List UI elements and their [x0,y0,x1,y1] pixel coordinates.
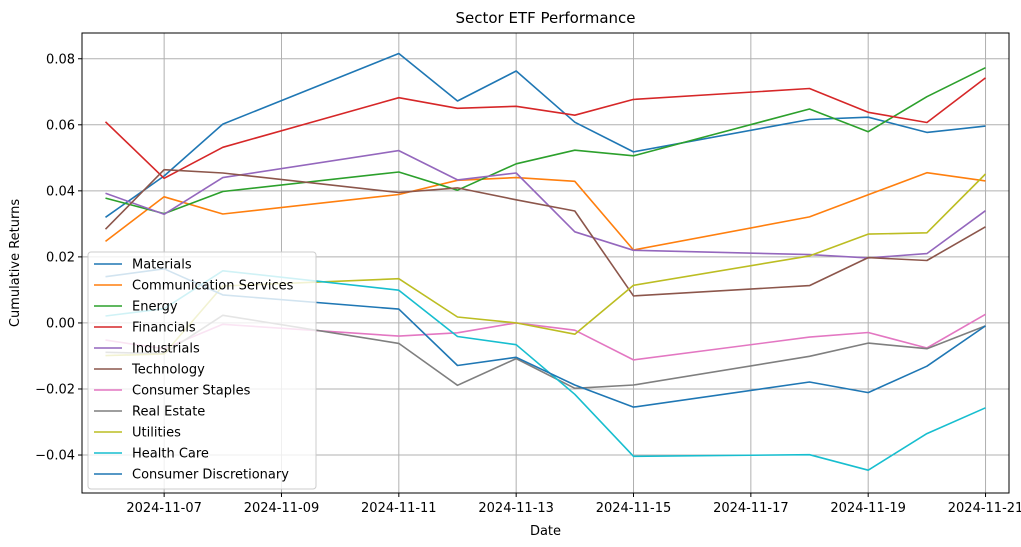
legend-label: Materials [132,258,192,273]
x-tick-label: 2024-11-21 [948,501,1021,516]
legend-label: Communication Services [132,279,294,294]
legend: Materials Communication Services Energy Fin… [87,251,317,490]
legend-label: Industrials [132,342,200,357]
x-tick-label: 2024-11-09 [244,501,320,516]
y-tick-label: 0.06 [46,118,75,133]
legend-label: Energy [132,300,178,315]
legend-label: Health Care [132,447,209,462]
y-axis-label: Cumulative Returns [8,199,23,327]
legend-label: Real Estate [132,405,205,420]
y-tick-label: −0.04 [35,449,75,464]
series-line-materials [105,52,986,218]
x-tick-label: 2024-11-11 [361,501,437,516]
y-tick-label: −0.02 [35,382,75,397]
x-tick-label: 2024-11-07 [126,501,202,516]
y-tick-label: 0.04 [46,184,75,199]
y-tick-label: 0.00 [46,316,75,331]
y-axis-ticks: −0.04 −0.02 0.00 0.02 0.04 0.06 0.08 [35,52,82,464]
plot-frame [81,32,1010,494]
series-line-communication-services [105,171,986,251]
legend-label: Financials [132,321,196,336]
legend-label: Consumer Discretionary [132,468,289,483]
legend-label: Technology [131,363,205,378]
legend-label: Consumer Staples [132,384,251,399]
x-tick-label: 2024-11-19 [830,501,906,516]
legend-label: Utilities [132,426,181,441]
x-tick-label: 2024-11-13 [478,501,554,516]
series-line-technology [104,168,986,297]
series-line-energy [105,66,986,215]
series-line-financials [104,77,986,180]
chart-title: Sector ETF Performance [455,9,635,27]
y-tick-label: 0.02 [46,250,75,265]
legend-box [87,251,317,490]
x-tick-label: 2024-11-15 [596,501,672,516]
x-axis-label: Date [530,524,561,539]
series-line-industrials [105,149,986,259]
x-tick-label: 2024-11-17 [713,501,789,516]
y-tick-label: 0.08 [46,52,75,67]
x-axis-ticks: 2024-11-07 2024-11-09 2024-11-11 2024-11-13… [126,493,1021,516]
